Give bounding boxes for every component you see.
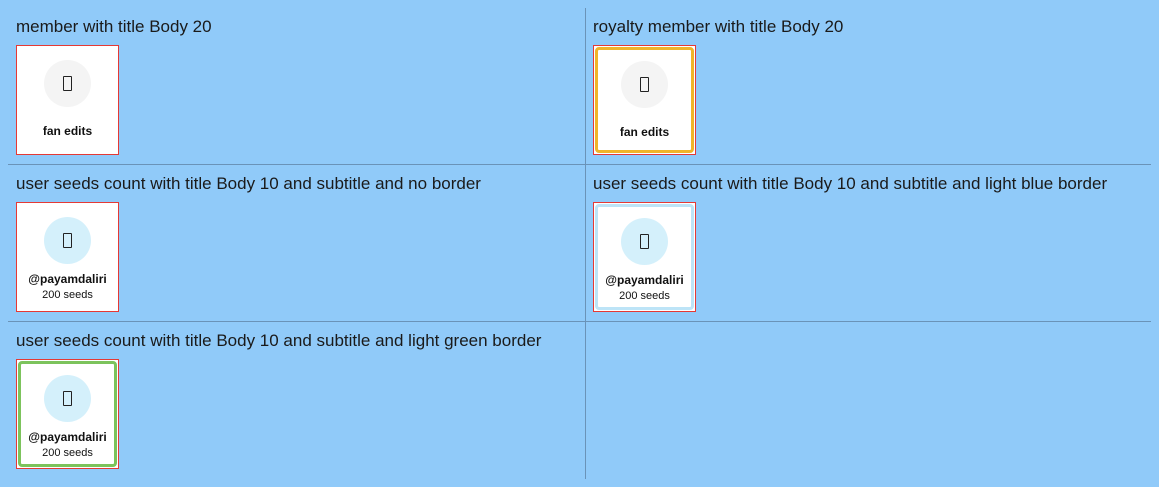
cell-title: royalty member with title Body 20 <box>593 17 844 36</box>
user-seeds-card[interactable]: @payamdaliri 200 seeds <box>18 361 117 467</box>
card-title: @payamdaliri <box>28 272 107 286</box>
member-card[interactable]: fan edits <box>17 46 118 154</box>
card-subtitle: 200 seeds <box>42 289 93 301</box>
card-icon-circle <box>44 217 91 264</box>
row-divider <box>8 321 1151 322</box>
user-seeds-card[interactable]: @payamdaliri 200 seeds <box>17 203 118 311</box>
card-title: fan edits <box>619 125 670 139</box>
card-debug-frame: @payamdaliri 200 seeds <box>16 359 119 469</box>
card-debug-frame: @payamdaliri 200 seeds <box>16 202 119 312</box>
royalty-member-card[interactable]: fan edits <box>595 47 694 153</box>
placeholder-glyph-icon <box>63 391 72 406</box>
card-subtitle: 200 seeds <box>42 447 93 459</box>
card-debug-frame: @payamdaliri 200 seeds <box>593 202 696 312</box>
placeholder-glyph-icon <box>63 233 72 248</box>
row-divider <box>8 164 1151 165</box>
placeholder-glyph-icon <box>63 76 72 91</box>
card-icon-circle <box>44 60 91 107</box>
placeholder-glyph-icon <box>640 234 649 249</box>
user-seeds-card[interactable]: @payamdaliri 200 seeds <box>595 204 694 310</box>
card-title: @payamdaliri <box>28 430 107 444</box>
placeholder-glyph-icon <box>640 77 649 92</box>
card-icon-circle <box>621 61 668 108</box>
card-title: fan edits <box>42 124 93 138</box>
card-title: @payamdaliri <box>605 273 684 287</box>
cell-title: member with title Body 20 <box>16 17 212 36</box>
cell-title: user seeds count with title Body 10 and … <box>16 174 481 193</box>
card-icon-circle <box>44 375 91 422</box>
cell-title: user seeds count with title Body 10 and … <box>16 331 542 350</box>
card-subtitle: 200 seeds <box>619 290 670 302</box>
cell-title: user seeds count with title Body 10 and … <box>593 174 1108 193</box>
card-debug-frame: fan edits <box>16 45 119 155</box>
card-debug-frame: fan edits <box>593 45 696 155</box>
card-icon-circle <box>621 218 668 265</box>
column-divider <box>585 8 586 479</box>
